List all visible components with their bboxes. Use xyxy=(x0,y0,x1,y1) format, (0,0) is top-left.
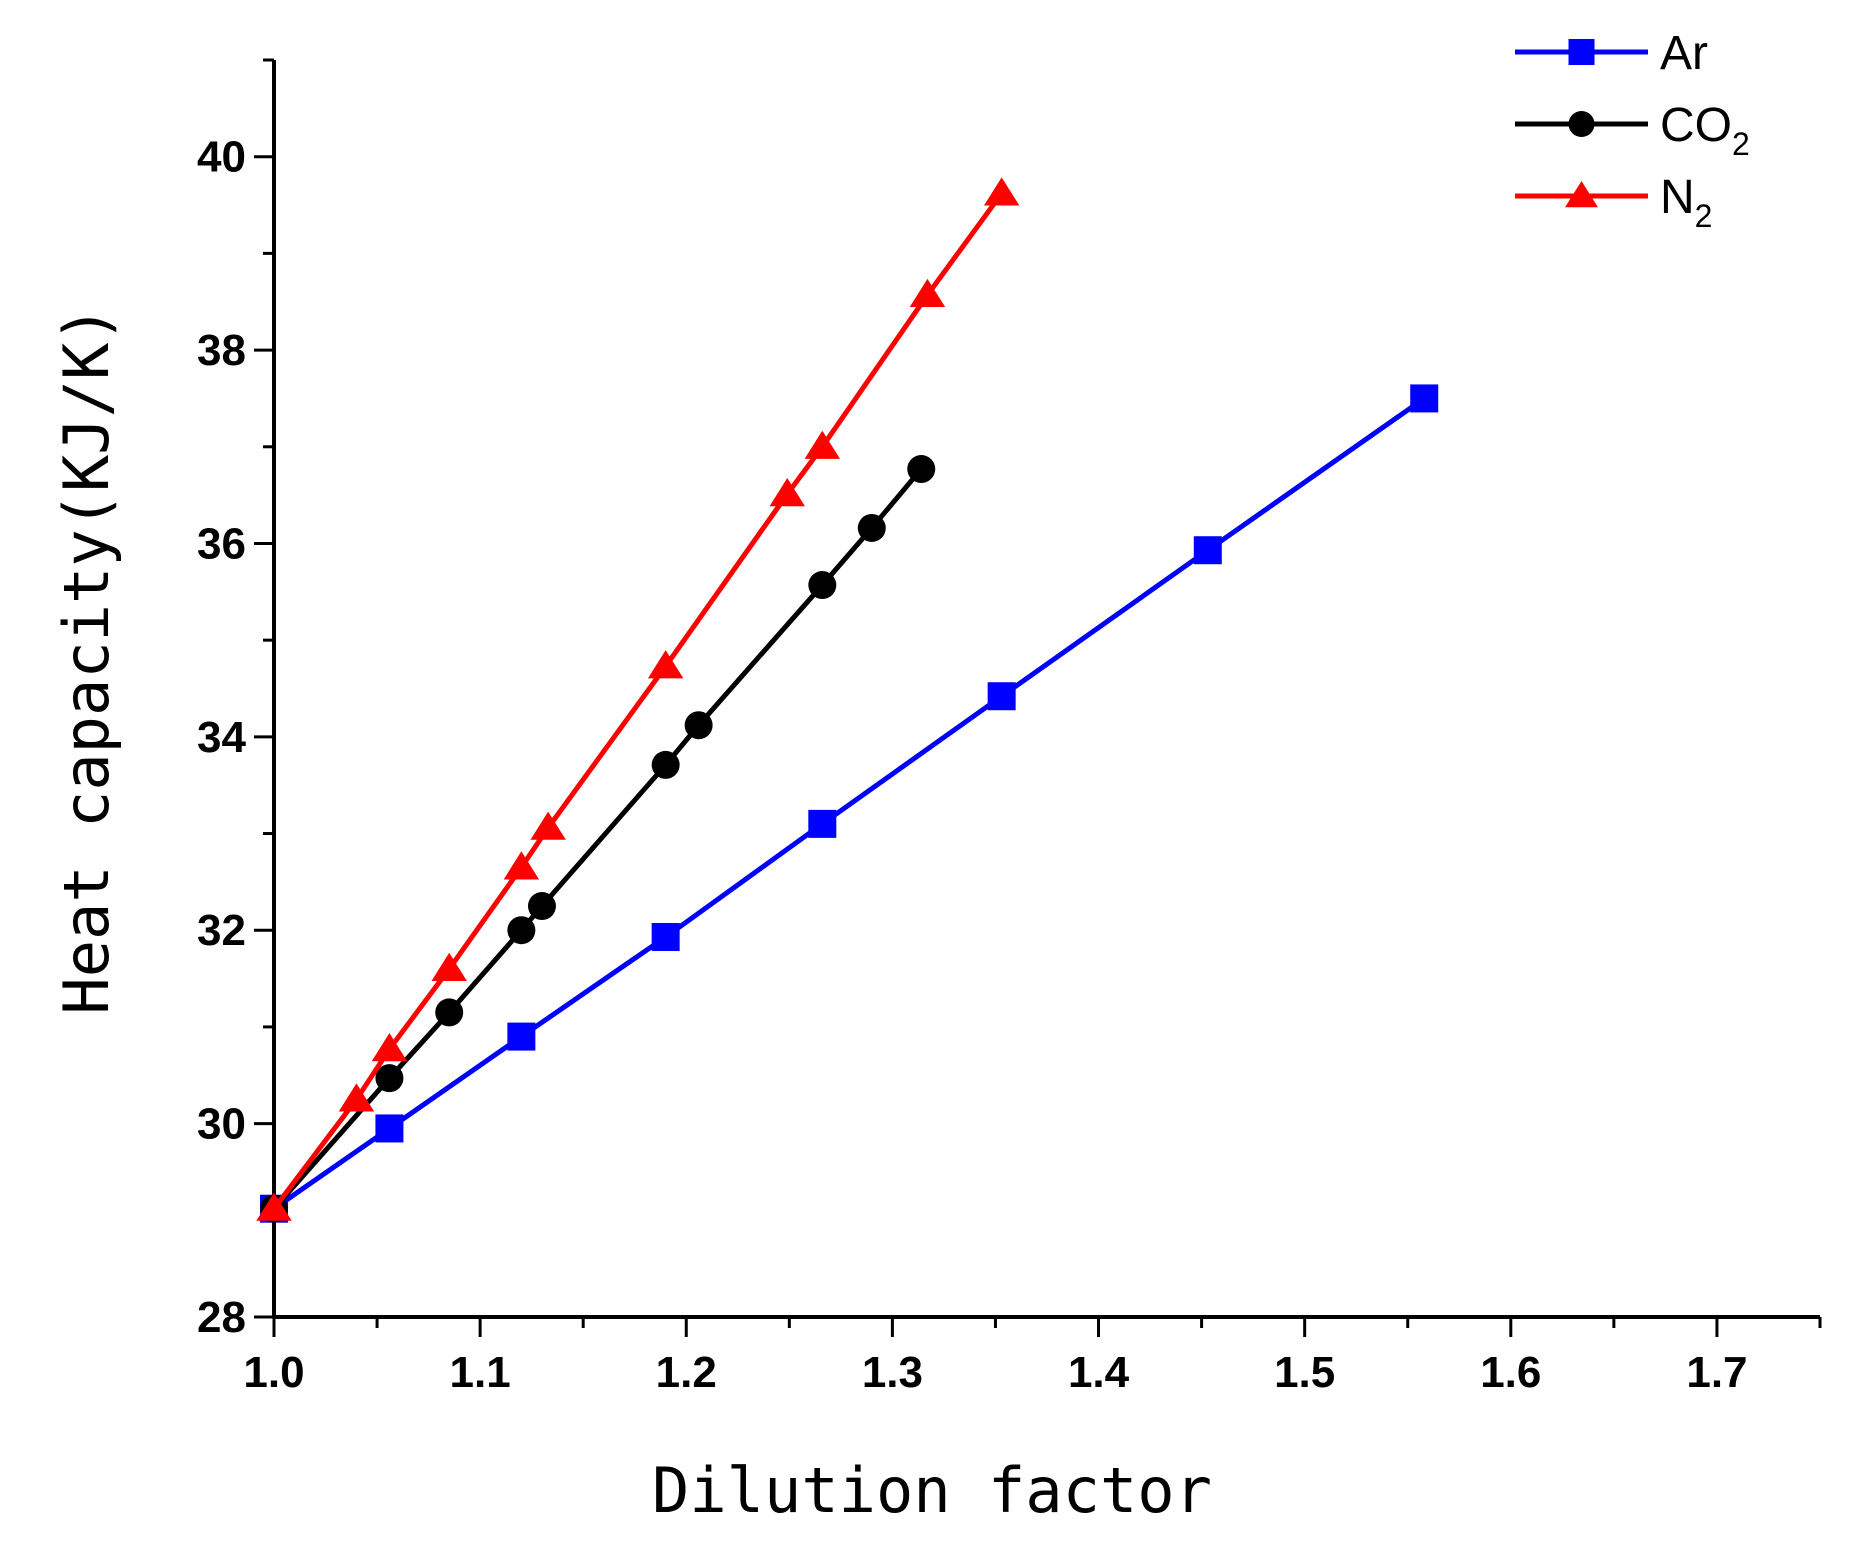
data-point xyxy=(987,682,1016,711)
data-point xyxy=(503,851,540,880)
y-tick-label: 38 xyxy=(197,326,246,375)
legend-item-co2: CO2 xyxy=(1515,99,1750,162)
x-tick-label: 1.6 xyxy=(1480,1348,1541,1397)
data-point xyxy=(338,1083,375,1112)
y-tick-label: 30 xyxy=(197,1100,246,1149)
data-point xyxy=(371,1033,408,1062)
legend-label: N2 xyxy=(1660,171,1712,234)
legend-marker xyxy=(1565,181,1598,208)
x-tick-label: 1.7 xyxy=(1686,1348,1747,1397)
y-tick-label: 36 xyxy=(197,519,246,568)
x-tick-label: 1.4 xyxy=(1068,1348,1130,1397)
legend-marker xyxy=(1568,111,1595,137)
legend-label-main: N xyxy=(1660,171,1695,224)
legend-label-sub: 2 xyxy=(1732,126,1750,162)
data-point xyxy=(909,278,946,308)
data-point xyxy=(808,571,837,600)
legend-item-n2: N2 xyxy=(1515,171,1712,234)
legend-label-sub: 2 xyxy=(1695,198,1713,234)
data-point xyxy=(983,177,1020,206)
data-point xyxy=(507,916,536,945)
y-tick-label: 28 xyxy=(197,1293,246,1342)
legend-label: CO2 xyxy=(1660,99,1750,162)
x-tick-label: 1.1 xyxy=(450,1348,511,1397)
legend-label-main: CO xyxy=(1660,99,1732,152)
data-point xyxy=(375,1114,404,1143)
data-point xyxy=(684,711,713,740)
data-point xyxy=(808,809,837,838)
x-tick-label: 1.0 xyxy=(243,1348,304,1397)
series-layer xyxy=(256,177,1439,1223)
x-tick-label: 1.5 xyxy=(1274,1348,1335,1397)
data-point xyxy=(769,478,805,507)
series-line xyxy=(272,396,1426,1211)
data-point xyxy=(431,952,467,981)
legend-marker xyxy=(1568,39,1595,65)
y-axis-title: Heat capacity(KJ/K) xyxy=(50,305,123,1014)
x-tick-label: 1.3 xyxy=(862,1348,923,1397)
y-tick-label: 32 xyxy=(197,906,246,955)
data-point xyxy=(256,1192,292,1221)
data-point xyxy=(857,513,886,542)
data-point xyxy=(507,1022,536,1051)
axes: 1.0 1.1 1.2 1.3 1.4 1.5 1.6 1.7 28 30 32 34 36 38 40 xyxy=(197,58,1822,1397)
data-point xyxy=(375,1064,404,1093)
data-point xyxy=(907,455,936,484)
data-point xyxy=(804,430,841,459)
data-point xyxy=(651,750,680,779)
y-tick-label: 34 xyxy=(197,713,246,762)
x-tick-label: 1.2 xyxy=(656,1348,717,1397)
series-line xyxy=(272,467,924,1211)
data-point xyxy=(1410,384,1439,413)
legend-item-ar: Ar xyxy=(1515,27,1708,80)
legend-label-main: Ar xyxy=(1660,27,1708,80)
series-n2 xyxy=(256,177,1020,1221)
data-point xyxy=(435,998,464,1027)
y-tick-label: 40 xyxy=(197,133,246,182)
data-point xyxy=(1193,536,1222,565)
series-co2 xyxy=(260,455,936,1223)
x-axis-title: Dilution factor xyxy=(652,1454,1212,1527)
data-point xyxy=(530,811,566,840)
data-point xyxy=(527,892,556,921)
data-point xyxy=(647,650,684,679)
data-point xyxy=(651,922,680,951)
legend-label: Ar xyxy=(1660,27,1708,80)
series-ar xyxy=(260,384,1439,1223)
